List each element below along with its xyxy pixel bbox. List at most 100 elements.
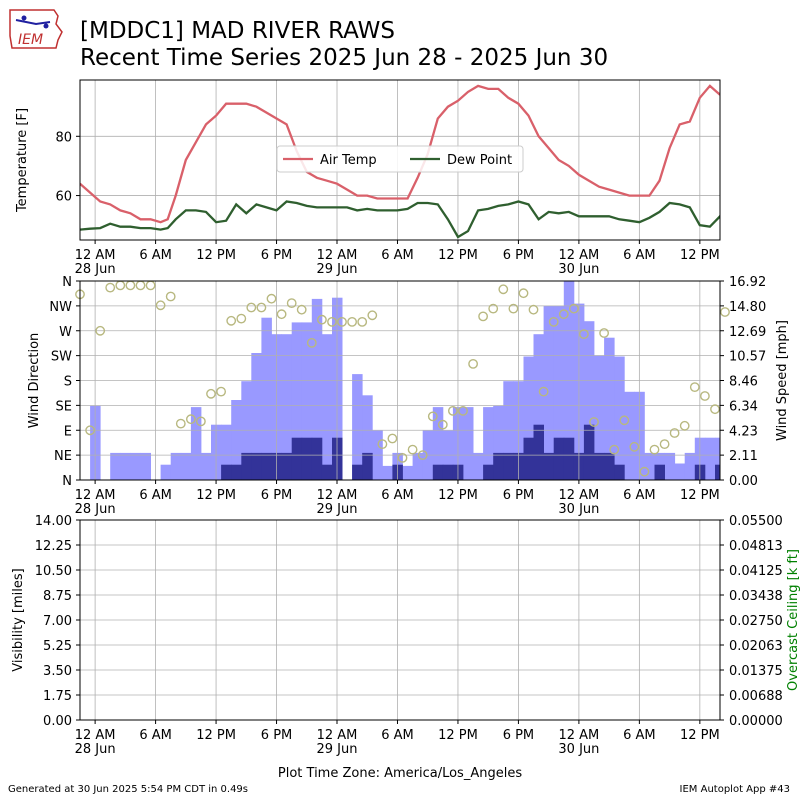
wind-direction-point	[165, 291, 176, 302]
gust-bar	[432, 407, 444, 480]
x-tick-label: 12 PM	[196, 728, 236, 743]
gust-bar	[251, 353, 262, 480]
x-tick-sublabel: 29 Jun	[317, 262, 358, 277]
wind-direction-point	[185, 414, 196, 425]
x-tick-label: 6 PM	[503, 728, 534, 743]
gust-bar	[190, 407, 202, 480]
wind-direction-point	[720, 307, 730, 317]
wind-direction-point	[286, 298, 297, 308]
direction-tick-label: S	[64, 375, 72, 390]
gust-bar	[301, 322, 313, 480]
gust-bar	[382, 465, 393, 480]
wind-speed-bar	[583, 424, 595, 480]
direction-tick-label: E	[64, 424, 72, 439]
direction-tick-label: NE	[54, 449, 72, 464]
plot-frame	[79, 280, 721, 481]
gust-bar	[402, 465, 413, 480]
direction-tick-label: W	[59, 325, 72, 340]
gust-bar	[796, 299, 800, 480]
speed-tick-label: 2.11	[729, 449, 758, 464]
wind-speed-bar	[614, 464, 625, 480]
wind-direction-point	[458, 405, 468, 416]
gust-bar	[463, 407, 474, 480]
visibility-tick-label: 14.00	[35, 514, 72, 529]
iem-logo-icon: IEM	[6, 6, 66, 54]
visibility-tick-label: 7.00	[43, 614, 72, 629]
x-tick-label: 12 AM	[558, 728, 599, 743]
gust-bar	[140, 452, 151, 480]
x-tick-label: 6 AM	[623, 728, 656, 743]
x-tick-sublabel: 29 Jun	[317, 502, 358, 517]
x-tick-sublabel: 30 Jun	[558, 742, 599, 757]
wind-speed-bar	[483, 464, 494, 480]
x-tick-label: 12 AM	[558, 488, 599, 503]
wind-direction-point	[669, 428, 680, 438]
wind-direction-point	[236, 313, 247, 324]
x-tick-label: 12 AM	[317, 728, 358, 743]
wind-direction-point	[599, 328, 609, 338]
speed-tick-label: 14.80	[729, 300, 766, 315]
wind-speed-bar	[352, 464, 363, 480]
wind-direction-point	[155, 300, 166, 311]
air-temp-line	[80, 84, 720, 224]
wind-direction-point	[689, 382, 700, 392]
wind-direction-point	[377, 439, 388, 449]
wind-direction-point	[226, 315, 237, 326]
wind-direction-point	[95, 325, 106, 336]
visibility-tick-label: 5.25	[43, 639, 72, 654]
visibility-axis-label: Visibility [miles]	[11, 568, 26, 671]
gust-bar	[583, 321, 595, 480]
gust-bar	[704, 437, 716, 480]
x-tick-label: 6 PM	[261, 488, 292, 503]
plot-frame	[79, 519, 721, 721]
gust-bar	[231, 400, 242, 480]
wind-speed-bar	[775, 453, 786, 480]
logo-text: IEM	[18, 32, 43, 48]
x-tick-label: 6 AM	[381, 488, 414, 503]
ceiling-tick-label: 0.03438	[729, 589, 783, 604]
wind-direction-point	[337, 316, 347, 327]
x-tick-label: 12 AM	[558, 248, 599, 263]
x-tick-label: 12 AM	[75, 728, 116, 743]
gust-bar	[291, 322, 303, 480]
gust-bar	[493, 405, 504, 480]
gust-bar	[281, 334, 293, 480]
dew-point-line	[80, 200, 720, 239]
wind-direction-point	[195, 416, 206, 427]
gust-bar	[674, 463, 686, 480]
gust-bar	[553, 305, 565, 480]
gust-bar	[200, 452, 212, 480]
plot-frame	[79, 79, 721, 241]
wind-direction-point	[427, 411, 438, 422]
visibility-panel: 0.00 1.75 3.50 5.25 7.00 8.75 10.50 12.25 14.00 0…	[11, 514, 800, 781]
gust-bar	[412, 452, 424, 480]
wind-direction-point	[710, 404, 720, 415]
wind-direction-point	[569, 303, 579, 314]
ceiling-tick-label: 0.00688	[729, 689, 783, 704]
y-tick-label: 80	[55, 130, 72, 145]
ceiling-tick-label: 0.04813	[729, 539, 783, 554]
gust-bar	[130, 452, 141, 480]
ceiling-tick-label: 0.04125	[729, 564, 783, 579]
gust-bar	[110, 452, 121, 480]
wind-direction-point	[175, 418, 186, 429]
x-tick-label: 12 PM	[438, 488, 478, 503]
gust-bar	[775, 464, 786, 481]
wind-direction-point	[488, 303, 499, 314]
x-tick-sublabel: 30 Jun	[558, 262, 599, 277]
direction-tick-label: SE	[56, 399, 72, 414]
generated-timestamp: Generated at 30 Jun 2025 5:54 PM CDT in …	[8, 784, 249, 795]
gust-bar	[523, 356, 534, 480]
x-tick-label: 12 PM	[438, 248, 478, 263]
gust-bar	[473, 452, 484, 480]
x-tick-label: 6 PM	[261, 248, 292, 263]
gust-bar	[614, 356, 625, 480]
gust-bar	[352, 374, 363, 480]
direction-tick-label: SW	[51, 350, 72, 365]
wind-speed-bar	[442, 464, 454, 480]
x-tick-label: 12 PM	[680, 728, 720, 743]
x-tick-label: 6 AM	[139, 728, 172, 743]
wind-direction-point	[125, 280, 136, 291]
wind-speed-bar	[301, 437, 313, 480]
x-tick-label: 12 PM	[196, 488, 236, 503]
